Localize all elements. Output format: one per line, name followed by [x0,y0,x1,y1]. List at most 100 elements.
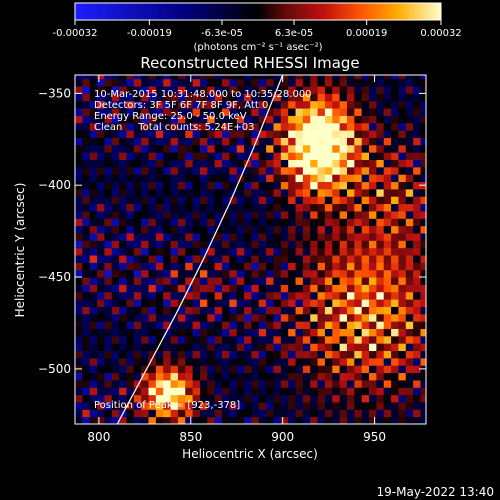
heatmap-cell [405,394,414,403]
heatmap-cell [405,328,414,337]
heatmap-cell [302,328,311,337]
heatmap-cell [229,328,238,337]
heatmap-cell [119,255,127,263]
heatmap-cell [244,100,252,109]
heatmap-cell [141,357,150,366]
heatmap-cell [177,75,186,80]
heatmap-cell [383,75,392,80]
heatmap-cell [391,115,399,124]
heatmap-cell [104,284,113,293]
heatmap-cell [141,137,150,146]
heatmap-cell [383,100,392,109]
heatmap-cell [177,247,186,256]
heatmap-cell [310,343,319,352]
heatmap-cell [177,291,186,300]
colorbar-tick-label: -0.00032 [53,28,98,39]
heatmap-cell [89,409,98,418]
heatmap-cell [280,196,289,205]
heatmap-cell [354,122,363,131]
heatmap-cell [280,321,289,329]
heatmap-cell [97,299,105,307]
heatmap-cell [295,130,304,138]
heatmap-cell [229,108,238,116]
heatmap-cell [346,335,355,344]
heatmap-cell [199,181,208,190]
heatmap-cell [207,306,216,315]
heatmap-cell [177,350,186,359]
heatmap-cell [302,93,311,102]
heatmap-cell [317,232,326,241]
heatmap-cell [280,291,289,300]
heatmap-cell [185,218,194,227]
heatmap-cell [332,166,341,175]
heatmap-cell [332,144,341,153]
heatmap-cell [199,166,208,175]
heatmap-cell [324,166,333,175]
heatmap-cell [266,335,274,344]
heatmap-cell [207,174,216,183]
heatmap-cell [192,291,201,300]
heatmap-cell [97,321,105,329]
heatmap-cell [310,409,319,418]
heatmap-cell [170,240,179,249]
heatmap-cell [420,144,426,153]
heatmap-cell [119,343,127,352]
heatmap-cell [383,306,392,315]
heatmap-cell [133,277,142,285]
heatmap-cell [214,78,223,87]
y-tick-label: −500 [38,362,71,376]
heatmap-cell [214,247,223,256]
heatmap-cell [251,372,260,381]
heatmap-cell [214,232,223,241]
heatmap-cell [346,401,355,410]
heatmap-cell [229,188,238,197]
heatmap-cell [133,313,142,322]
heatmap-cell [119,225,127,234]
heatmap-cell [111,210,120,219]
heatmap-cell [97,78,105,87]
heatmap-cell [413,203,421,212]
heatmap-cell [126,306,135,315]
heatmap-cell [104,210,113,219]
heatmap-cell [82,379,91,388]
heatmap-cell [82,225,91,234]
heatmap-cell [111,387,120,396]
heatmap-cell [155,122,164,131]
heatmap-cell [89,196,98,205]
heatmap-cell [104,321,113,329]
heatmap-cell [229,122,238,131]
heatmap-cell [133,409,142,418]
heatmap-cell [207,86,216,94]
heatmap-cell [229,93,238,102]
heatmap-cell [339,144,348,153]
heatmap-cell [236,365,245,374]
heatmap-cell [369,299,377,307]
heatmap-cell [317,130,326,138]
heatmap-cell [222,313,230,322]
heatmap-cell [75,196,83,205]
heatmap-cell [369,159,377,168]
heatmap-cell [391,372,399,381]
heatmap-cell [361,401,370,410]
x-tick-label: 950 [363,430,386,444]
heatmap-cell [354,232,363,241]
heatmap-cell [310,188,319,197]
heatmap-cell [170,277,179,285]
heatmap-cell [177,203,186,212]
heatmap-cell [302,284,311,293]
heatmap-cell [104,269,113,278]
heatmap-cell [295,299,304,307]
heatmap-cell [273,137,282,146]
heatmap-cell [302,115,311,124]
heatmap-cell [229,196,238,205]
heatmap-cell [361,137,370,146]
heatmap-cell [170,372,179,381]
heatmap-cell [126,343,135,352]
heatmap-cell [346,188,355,197]
heatmap-cell [126,291,135,300]
heatmap-cell [89,387,98,396]
heatmap-cell [192,225,201,234]
heatmap-cell [324,130,333,138]
heatmap-cell [222,379,230,388]
heatmap-cell [229,247,238,256]
